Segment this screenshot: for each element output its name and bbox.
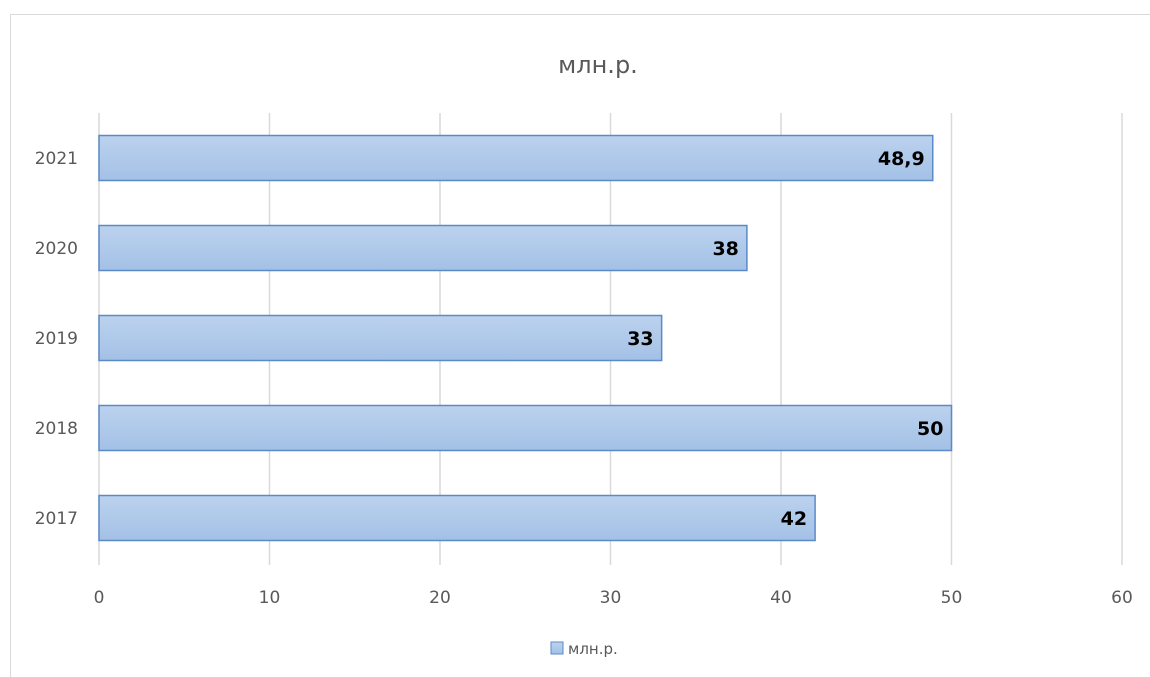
x-tick-label-30: 30 [600,588,622,608]
y-category-label-2020: 2020 [35,239,78,259]
x-tick-label-50: 50 [941,588,963,608]
bar-2020 [98,224,748,272]
x-tick-label-20: 20 [429,588,451,608]
data-label-2018: 50 [917,418,943,440]
bar-2021 [98,134,934,182]
data-label-2019: 33 [627,328,653,350]
y-category-label-2017: 2017 [35,509,78,529]
data-label-2021: 48,9 [878,148,925,170]
x-tick-label-60: 60 [1111,588,1133,608]
bar-2019 [98,314,663,362]
bars [98,134,953,542]
chart-frame [10,14,1150,677]
data-label-2020: 38 [712,238,738,260]
value-axis-labels: 0 10 20 30 40 50 60 [94,588,1133,608]
y-category-label-2021: 2021 [35,149,78,169]
legend-swatch [550,641,564,655]
x-tick-label-10: 10 [259,588,281,608]
x-tick-label-0: 0 [94,588,105,608]
y-category-label-2018: 2018 [35,419,78,439]
chart-title: млн.р. [558,51,638,79]
bar-2017 [98,494,816,542]
data-labels: 42 50 33 38 48,9 [627,148,943,530]
bar-2018 [98,404,953,452]
x-tick-label-40: 40 [770,588,792,608]
legend: млн.р. [550,640,618,658]
y-category-label-2019: 2019 [35,329,78,349]
category-axis-labels: 2017 2018 2019 2020 2021 [35,149,78,529]
legend-label: млн.р. [568,640,618,658]
data-label-2017: 42 [781,508,807,530]
